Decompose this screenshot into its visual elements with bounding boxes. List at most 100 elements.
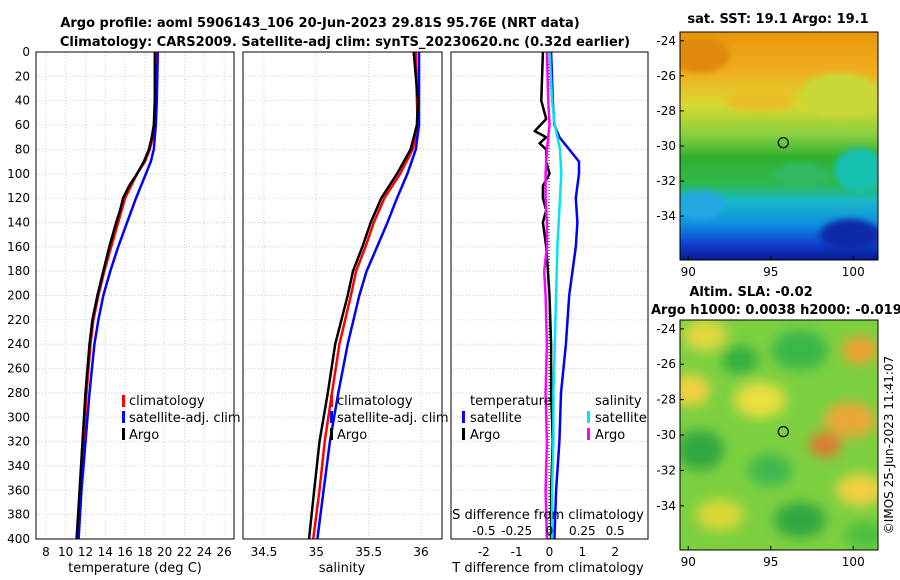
depth-tick-label: 180 [7,264,30,278]
legend-satellite-label: satellite-adj. clim [129,411,241,426]
temperature-panel: 0 20 40 60 80 100 120 140 160 180 200 220 240 260 280 3… [7,45,241,576]
series-line-climatology [311,51,420,540]
x-tick-label: 35 [309,545,324,559]
legend-t-satellite-swatch [462,411,465,423]
x-top-tick-label: -0.25 [501,524,532,538]
sla-field-patches [680,320,878,549]
depth-tick-label: 100 [7,167,30,181]
depth-tick-label: 340 [7,459,30,473]
depth-tick-label: 260 [7,362,30,376]
map-y-tick-label: -32 [656,174,676,188]
sla-map-title: Altim. SLA: -0.02 [689,285,812,300]
sst-map: sat. SST: 19.1 Argo: 19.1 90 95 100 -24 -26 -… [656,12,879,279]
depth-tick-label: 80 [15,142,30,156]
s-difference-axis-label: S difference from climatology [452,508,644,523]
x-tick-label: 1 [579,545,587,559]
temperature-grid [36,51,234,540]
depth-tick-label: 220 [7,313,30,327]
figure-title-line2: Climatology: CARS2009. Satellite-adj cli… [60,35,630,50]
sst-field-patches [680,37,878,251]
salinity-grid [243,51,442,540]
map-y-tick-label: -28 [656,393,676,407]
legend-salinity-title: salinity [595,394,642,409]
map-y-tick-label: -26 [656,357,676,371]
legend-climatology-label: climatology [337,394,413,409]
legend-argo-label: Argo [337,428,367,443]
x-tick-label: 36 [413,545,428,559]
legend-s-satellite-swatch [587,411,590,423]
series-line-s-argo [542,51,551,540]
x-tick-label: -2 [478,545,490,559]
t-difference-axis-label: T difference from climatology [451,561,644,576]
sla-map-ticks: 90 95 100 -24 -26 -28 -30 -32 -34 [656,322,864,569]
map-y-tick-label: -26 [656,69,676,83]
legend-s-argo-swatch [587,428,590,440]
temperature-axis-label: temperature (deg C) [68,561,202,576]
legend-satellite-label: satellite-adj. clim [337,411,449,426]
map-y-tick-label: -30 [656,428,676,442]
legend-temperature-title: temperature [470,394,552,409]
depth-tick-label: 160 [7,240,30,254]
difference-legend-salinity: salinity satellite Argo [587,394,647,443]
sst-map-title: sat. SST: 19.1 Argo: 19.1 [687,12,868,27]
sst-map-ticks: 90 95 100 -24 -26 -28 -30 -32 -34 [656,34,864,279]
x-top-tick-label: 0 [546,524,554,538]
legend-climatology-swatch [122,395,125,407]
depth-tick-label: 140 [7,215,30,229]
map-x-tick-label: 95 [763,555,778,569]
legend-s-satellite-label: satellite [595,411,647,426]
salinity-panel: 34.5 35 35.5 36 salinity climatology satell… [242,51,449,576]
salinity-lines [307,51,421,540]
series-line-satellite [77,51,160,540]
legend-satellite-swatch [330,411,333,423]
sla-field [680,320,878,550]
x-tick-label: 26 [216,545,231,559]
salinity-legend: climatology satellite-adj. clim Argo [330,394,449,443]
map-y-tick-label: -34 [656,209,676,223]
x-tick-label: 14 [98,545,113,559]
legend-t-argo-label: Argo [470,428,500,443]
map-y-tick-label: -32 [656,463,676,477]
salinity-axes-box [242,51,443,540]
map-x-tick-label: 90 [681,555,696,569]
s-difference-tick-labels: -0.5 -0.25 0 0.25 0.5 [472,524,625,538]
series-line-s-satellite [548,51,563,539]
x-tick-label: 22 [177,545,192,559]
legend-t-argo-swatch [462,428,465,440]
depth-tick-label: 380 [7,508,30,522]
temperature-tick-labels: 8 10 12 14 16 18 20 22 24 26 [42,545,232,559]
series-line-argo [75,52,157,540]
x-top-tick-label: 0.25 [569,524,596,538]
sst-field [680,32,878,260]
t-difference-tick-labels: -2 -1 0 1 2 [478,545,619,559]
figure-title-line1: Argo profile: aoml 5906143_106 20-Jun-20… [60,16,579,31]
depth-tick-label: 0 [22,45,30,59]
x-tick-label: 35.5 [355,545,382,559]
sla-map: Altim. SLA: -0.02 Argo h1000: 0.0038 h20… [651,285,900,569]
depth-tick-label: 300 [7,410,30,424]
difference-legend-temperature: temperature satellite Argo [462,394,552,443]
depth-tick-label: 320 [7,435,30,449]
x-top-tick-label: 0.5 [606,524,625,538]
map-x-tick-label: 100 [842,265,865,279]
imos-watermark: ©IMOS 25-Jun-2023 11:41:07 [882,356,896,534]
depth-tick-label: 400 [7,532,30,546]
series-line-t-argo [533,51,555,539]
x-tick-label: 24 [197,545,212,559]
legend-satellite-swatch [122,411,125,423]
x-tick-label: 0 [546,545,554,559]
map-x-tick-label: 100 [842,555,865,569]
legend-climatology-label: climatology [129,394,205,409]
argo-location-marker [777,426,789,438]
depth-tick-labels: 0 20 40 60 80 100 120 140 160 180 200 220 240 260 280 3… [7,45,30,546]
depth-tick-label: 280 [7,386,30,400]
x-tick-label: 2 [611,545,619,559]
map-y-tick-label: -30 [656,139,676,153]
x-tick-label: 20 [157,545,172,559]
temperature-legend: climatology satellite-adj. clim Argo [122,394,241,443]
x-tick-label: 8 [42,545,50,559]
depth-tick-label: 40 [15,94,30,108]
series-line-satellite [316,52,421,540]
temperature-lines [75,51,160,540]
